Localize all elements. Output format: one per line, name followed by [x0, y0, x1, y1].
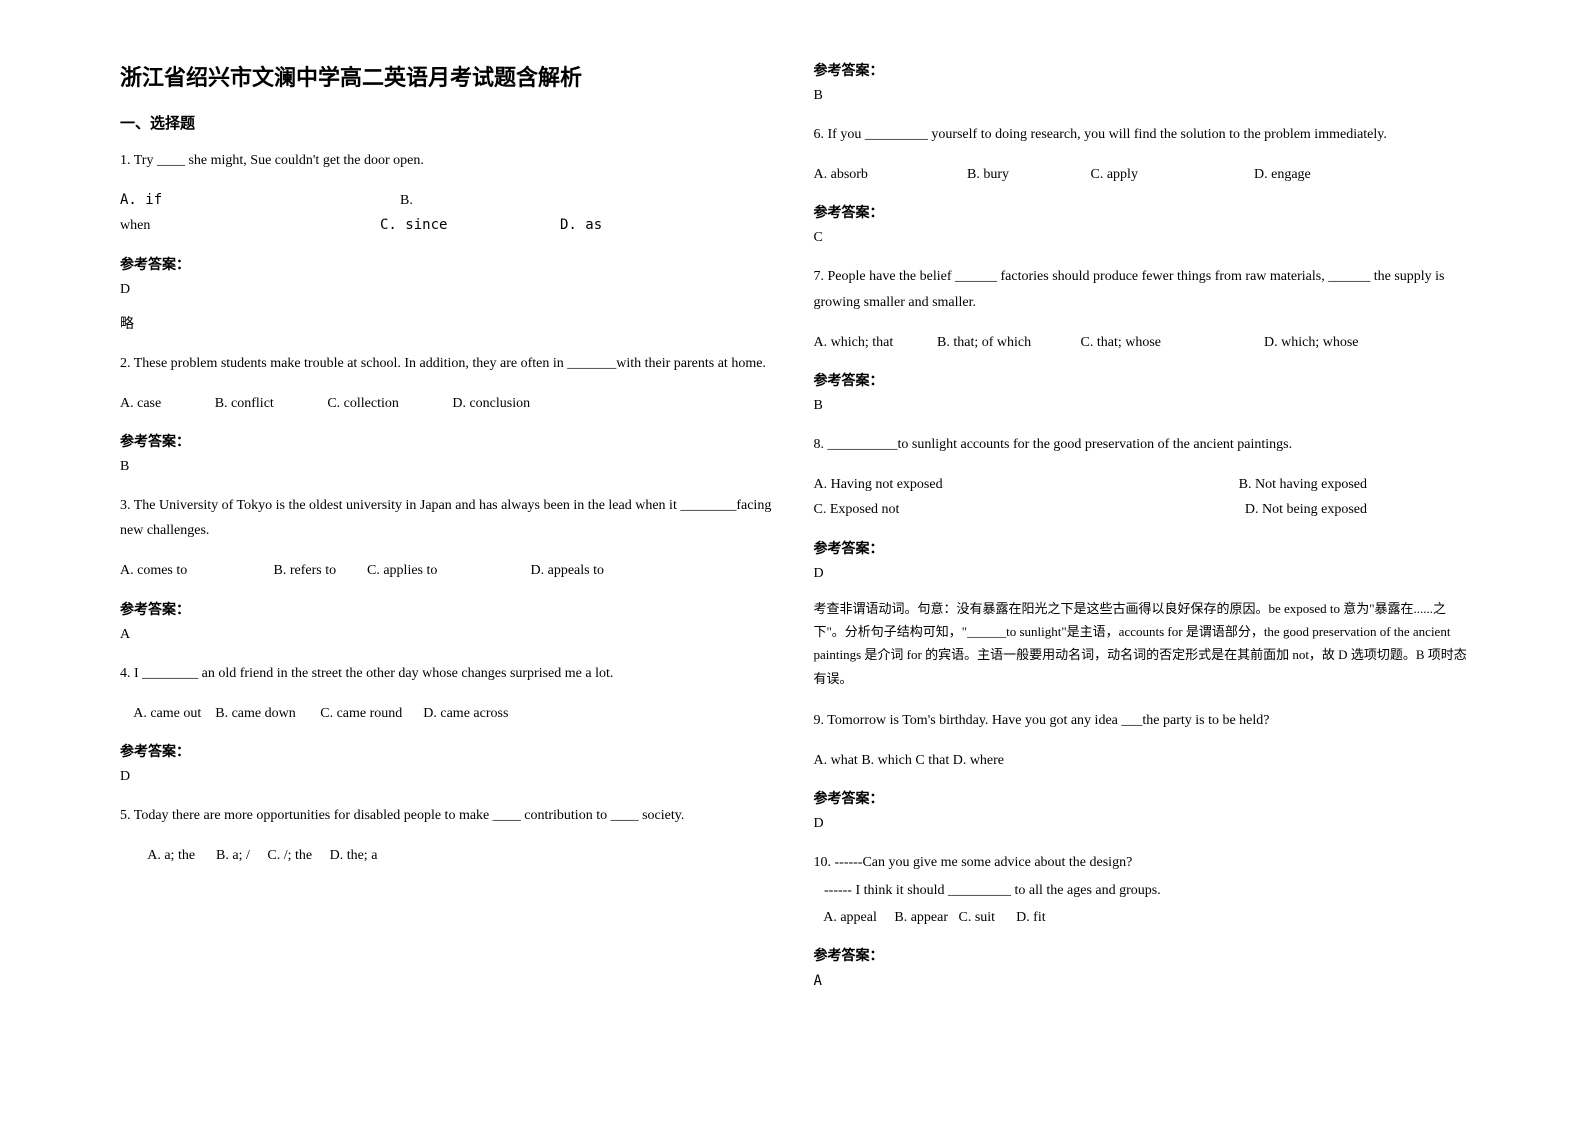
question-text: 8. __________to sunlight accounts for th… [814, 432, 1468, 457]
question-line2: ------ I think it should _________ to al… [814, 878, 1468, 903]
opt-b: B. that; of which [937, 330, 1077, 355]
opt-a: A. which; that [814, 330, 934, 355]
opt-b: B. bury [967, 162, 1087, 187]
opt-a: A. Having not exposed [814, 472, 943, 497]
opt-c: C. collection [327, 391, 399, 416]
answer: B [120, 459, 774, 475]
opt-a: A. case [120, 391, 161, 416]
opt-c: C. apply [1091, 162, 1251, 187]
question-7: 7. People have the belief ______ factori… [814, 264, 1468, 414]
question-8: 8. __________to sunlight accounts for th… [814, 432, 1468, 690]
question-3: 3. The University of Tokyo is the oldest… [120, 493, 774, 643]
question-text: 2. These problem students make trouble a… [120, 351, 774, 376]
opt-a: A. absorb [814, 162, 964, 187]
question-4: 4. I ________ an old friend in the stree… [120, 661, 774, 785]
question-9: 9. Tomorrow is Tom's birthday. Have you … [814, 708, 1468, 832]
answer-label: 参考答案： [120, 431, 774, 451]
answer-label: 参考答案： [814, 370, 1468, 390]
options: A. absorb B. bury C. apply D. engage [814, 162, 1468, 187]
question-1: 1. Try ____ she might, Sue couldn't get … [120, 148, 774, 333]
answer: A [814, 973, 1468, 989]
answer-label: 参考答案： [120, 599, 774, 619]
question-text: 1. Try ____ she might, Sue couldn't get … [120, 148, 774, 173]
opt-b: B. refers to [274, 558, 364, 583]
opt-c: C. applies to [367, 558, 527, 583]
answer: B [814, 88, 1468, 104]
question-2: 2. These problem students make trouble a… [120, 351, 774, 475]
answer-label: 参考答案： [814, 202, 1468, 222]
answer: A [120, 627, 774, 643]
opt-b: B. conflict [215, 391, 274, 416]
answer-label: 参考答案： [814, 945, 1468, 965]
right-column: 参考答案： B 6. If you _________ yourself to … [794, 60, 1488, 1062]
question-5: 5. Today there are more opportunities fo… [120, 803, 774, 868]
answer: D [814, 816, 1468, 832]
options: A. a; the B. a; / C. /; the D. the; a [120, 843, 774, 868]
answer-label: 参考答案： [814, 788, 1468, 808]
options: A. if B. when C. since D. as [120, 188, 774, 238]
explanation: 考查非谓语动词。句意：没有暴露在阳光之下是这些古画得以良好保存的原因。be ex… [814, 597, 1468, 691]
answer-label: 参考答案： [814, 538, 1468, 558]
answer-label: 参考答案： [120, 741, 774, 761]
answer: C [814, 230, 1468, 246]
opt-d: D. which; whose [1264, 335, 1359, 350]
opt-d: D. engage [1254, 167, 1311, 182]
answer: D [814, 566, 1468, 582]
answer-label: 参考答案： [814, 60, 1468, 80]
question-text: 9. Tomorrow is Tom's birthday. Have you … [814, 708, 1468, 733]
question-text: 5. Today there are more opportunities fo… [120, 803, 774, 828]
options: A. Having not exposed B. Not having expo… [814, 472, 1468, 522]
question-6: 6. If you _________ yourself to doing re… [814, 122, 1468, 246]
left-column: 浙江省绍兴市文澜中学高二英语月考试题含解析 一、选择题 1. Try ____ … [100, 60, 794, 1062]
question-text: 4. I ________ an old friend in the stree… [120, 661, 774, 686]
opt-when: when [120, 213, 380, 238]
note: 略 [120, 313, 774, 333]
options: A. came out B. came down C. came round D… [120, 701, 774, 726]
opt-a: A. comes to [120, 558, 270, 583]
opt-d: D. Not being exposed [1245, 497, 1367, 522]
options: A. case B. conflict C. collection D. con… [120, 391, 774, 416]
question-line1: 10. ------Can you give me some advice ab… [814, 850, 1468, 875]
question-10: 10. ------Can you give me some advice ab… [814, 850, 1468, 989]
answer-label: 参考答案： [120, 254, 774, 274]
options: A. which; that B. that; of which C. that… [814, 330, 1468, 355]
question-text: 6. If you _________ yourself to doing re… [814, 122, 1468, 147]
opt-a: A. if [120, 188, 400, 213]
opt-c: C. Exposed not [814, 497, 900, 522]
answer: B [814, 398, 1468, 414]
opt-b: B. Not having exposed [1239, 472, 1367, 497]
options: A. appeal B. appear C. suit D. fit [814, 905, 1468, 930]
section-header: 一、选择题 [120, 112, 774, 133]
options: A. comes to B. refers to C. applies to D… [120, 558, 774, 583]
opt-c: C. that; whose [1081, 330, 1261, 355]
opt-d: D. conclusion [452, 391, 530, 416]
question-text: 7. People have the belief ______ factori… [814, 264, 1468, 314]
opt-d: D. appeals to [531, 563, 604, 578]
document-title: 浙江省绍兴市文澜中学高二英语月考试题含解析 [120, 60, 774, 92]
question-text: 3. The University of Tokyo is the oldest… [120, 493, 774, 543]
answer: D [120, 282, 774, 298]
opt-c: C. since [380, 213, 560, 238]
question-5-answer: 参考答案： B [814, 60, 1468, 104]
opt-b: B. [400, 188, 413, 213]
opt-d: D. as [560, 213, 602, 238]
answer: D [120, 769, 774, 785]
options: A. what B. which C that D. where [814, 748, 1468, 773]
